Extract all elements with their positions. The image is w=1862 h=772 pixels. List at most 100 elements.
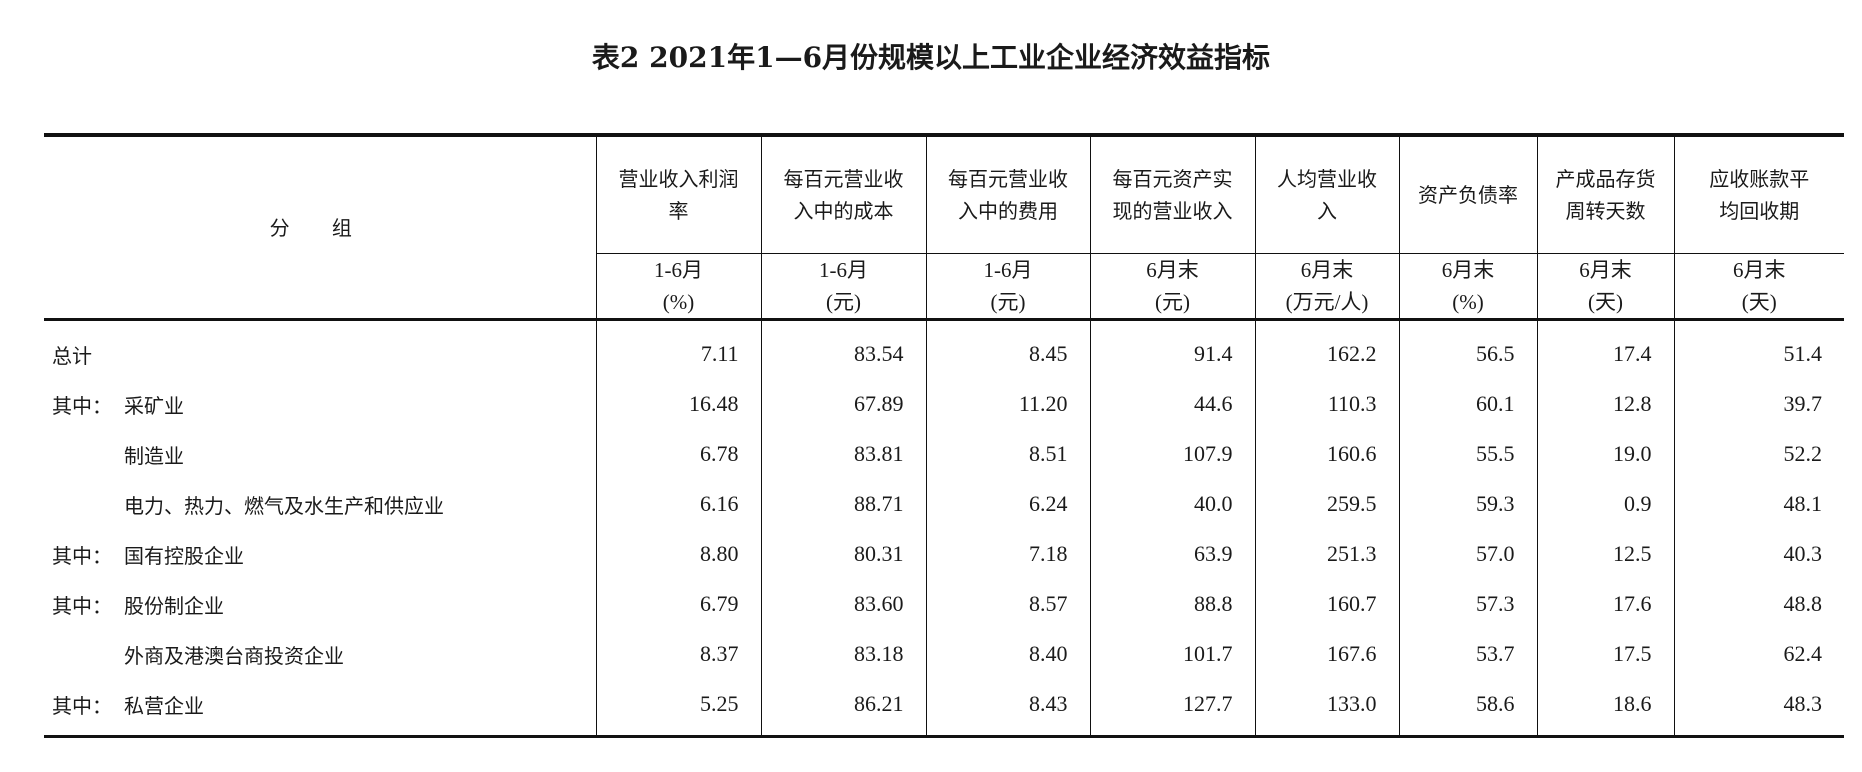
- table-cell: 167.6: [1254, 629, 1399, 679]
- column-header-text: 入: [1317, 199, 1337, 223]
- table-cell: 83.18: [760, 629, 926, 679]
- table-row: 其中： 国有控股企业 8.80 80.31 7.18 63.9 251.3 57.0 12.5 4…: [44, 529, 1844, 579]
- table-cell: 17.5: [1536, 629, 1674, 679]
- column-header: 每百元资产实 现的营业收入: [1089, 133, 1255, 254]
- table-cell: 8.43: [925, 679, 1090, 738]
- column-unit: (元): [990, 290, 1026, 314]
- row-label-text: 制造业: [124, 443, 184, 468]
- table-cell: 53.7: [1398, 629, 1537, 679]
- row-label: 其中： 私营企业: [44, 679, 596, 738]
- table-cell: 83.54: [760, 319, 926, 379]
- row-prefix: 其中：: [52, 593, 112, 618]
- row-label-text: 国有控股企业: [124, 543, 244, 568]
- row-label: 其中： 股份制企业: [44, 579, 596, 629]
- table-cell: 8.37: [595, 629, 761, 679]
- table-cell: 160.6: [1254, 429, 1399, 479]
- group-header: 分 组: [44, 133, 596, 321]
- column-header: 营业收入利润率: [595, 133, 761, 254]
- column-header: 每百元营业收 入中的费用: [925, 133, 1090, 254]
- table-cell: 259.5: [1254, 479, 1399, 529]
- column-unit-header: 6月末 (%): [1398, 253, 1537, 321]
- table-cell: 12.8: [1536, 379, 1674, 429]
- row-label-text: 私营企业: [124, 693, 204, 718]
- table-cell: 6.79: [595, 579, 761, 629]
- table-row: 其中： 私营企业 5.25 86.21 8.43 127.7 133.0 58.6 18.6 48…: [44, 679, 1844, 738]
- table-row: 外商及港澳台商投资企业 8.37 83.18 8.40 101.7 167.6 53.7 17…: [44, 629, 1844, 679]
- column-period: 1-6月: [654, 258, 703, 282]
- column-header-text: 每百元营业收: [783, 167, 904, 191]
- table-cell: 18.6: [1536, 679, 1674, 738]
- column-period: 6月末: [1733, 258, 1786, 282]
- column-unit-header: 1-6月 (元): [760, 253, 926, 321]
- column-period: 6月末: [1300, 258, 1354, 282]
- table-cell: 91.4: [1089, 319, 1255, 379]
- table-cell: 39.7: [1673, 379, 1844, 429]
- column-period: 1-6月: [819, 258, 868, 282]
- table-row: 电力、热力、燃气及水生产和供应业 6.16 88.71 6.24 40.0 259.5 59…: [44, 479, 1844, 529]
- table-cell: 16.48: [595, 379, 761, 429]
- column-header-text: 产成品存货: [1555, 167, 1656, 191]
- economic-indicators-table: 分 组 营业收入利润率每百元营业收 入中的成本 每百元营业收 入中的费用 每百元资产实现…: [44, 133, 1844, 738]
- column-period: 6月末: [1146, 258, 1199, 282]
- column-header-text: 资产负债率: [1418, 183, 1518, 207]
- column-unit-header: 1-6月 (%): [595, 253, 761, 321]
- table-cell: 8.51: [925, 429, 1090, 479]
- column-period: 1-6月: [983, 258, 1033, 282]
- table-cell: 17.6: [1536, 579, 1674, 629]
- table-row: 总计 7.11 83.54 8.45 91.4 162.2 56.5 17.4 51.4: [44, 319, 1844, 380]
- row-prefix: 总计: [52, 343, 92, 368]
- table-row: 制造业 6.78 83.81 8.51 107.9 160.6 55.5 19.0 52.2: [44, 429, 1844, 479]
- table-title: 表2 2021年1—6月份规模以上工业企业经济效益指标: [591, 41, 1271, 74]
- column-header-text: 周转天数: [1565, 199, 1646, 223]
- column-period: 6月末: [1441, 258, 1495, 282]
- table-cell: 12.5: [1536, 529, 1674, 579]
- column-header: 每百元营业收 入中的成本: [760, 133, 926, 254]
- column-header-text: 每百元营业收: [948, 167, 1068, 191]
- column-header-text: 营业收入利润: [618, 167, 739, 191]
- table-cell: 62.4: [1673, 629, 1844, 679]
- table-row: 其中： 股份制企业 6.79 83.60 8.57 88.8 160.7 57.3 17.6 48…: [44, 579, 1844, 629]
- table-cell: 7.18: [925, 529, 1090, 579]
- table-cell: 57.0: [1398, 529, 1537, 579]
- row-label-text: 采矿业: [124, 393, 184, 418]
- row-label: 总计: [44, 320, 596, 380]
- table-cell: 88.71: [760, 479, 926, 529]
- column-unit: (%): [1452, 290, 1484, 314]
- table-cell: 48.1: [1673, 479, 1844, 529]
- column-header: 人均营业收入: [1254, 133, 1399, 254]
- table-cell: 133.0: [1254, 679, 1399, 738]
- row-label-text: 股份制企业: [124, 593, 224, 618]
- column-header-text: 均回收期: [1719, 199, 1800, 223]
- table-cell: 48.3: [1673, 679, 1844, 738]
- column-header: 应收账款平 均回收期: [1673, 133, 1844, 254]
- table-cell: 40.3: [1673, 529, 1844, 579]
- table-cell: 5.25: [595, 679, 761, 738]
- column-unit: (天): [1588, 290, 1623, 314]
- table-cell: 127.7: [1089, 679, 1255, 738]
- table-row: 其中： 采矿业 16.48 67.89 11.20 44.6 110.3 60.1 12.8 39…: [44, 379, 1844, 429]
- table-cell: 110.3: [1254, 379, 1399, 429]
- table-cell: 107.9: [1089, 429, 1255, 479]
- column-unit-header: 6月末 (万元/人): [1254, 253, 1399, 321]
- column-header: 资产负债率: [1398, 133, 1537, 254]
- table-cell: 40.0: [1089, 479, 1255, 529]
- column-unit-header: 6月末 (天): [1536, 253, 1674, 321]
- table-cell: 162.2: [1254, 319, 1399, 379]
- table-cell: 67.89: [760, 379, 926, 429]
- table-cell: 0.9: [1536, 479, 1674, 529]
- column-unit-header: 6月末 (天): [1673, 253, 1844, 321]
- column-unit-header: 6月末 (元): [1089, 253, 1255, 321]
- column-period: 6月末: [1579, 258, 1632, 282]
- table-cell: 60.1: [1398, 379, 1537, 429]
- row-label: 制造业: [44, 429, 596, 479]
- column-header-text: 人均营业收: [1277, 167, 1377, 191]
- column-unit: (%): [662, 290, 695, 314]
- table-cell: 160.7: [1254, 579, 1399, 629]
- table-cell: 88.8: [1089, 579, 1255, 629]
- table-cell: 44.6: [1089, 379, 1255, 429]
- table-cell: 83.81: [760, 429, 926, 479]
- table-cell: 6.24: [925, 479, 1090, 529]
- row-label: 外商及港澳台商投资企业: [44, 629, 596, 679]
- row-prefix: 其中：: [52, 393, 112, 418]
- column-unit: (万元/人): [1285, 290, 1369, 314]
